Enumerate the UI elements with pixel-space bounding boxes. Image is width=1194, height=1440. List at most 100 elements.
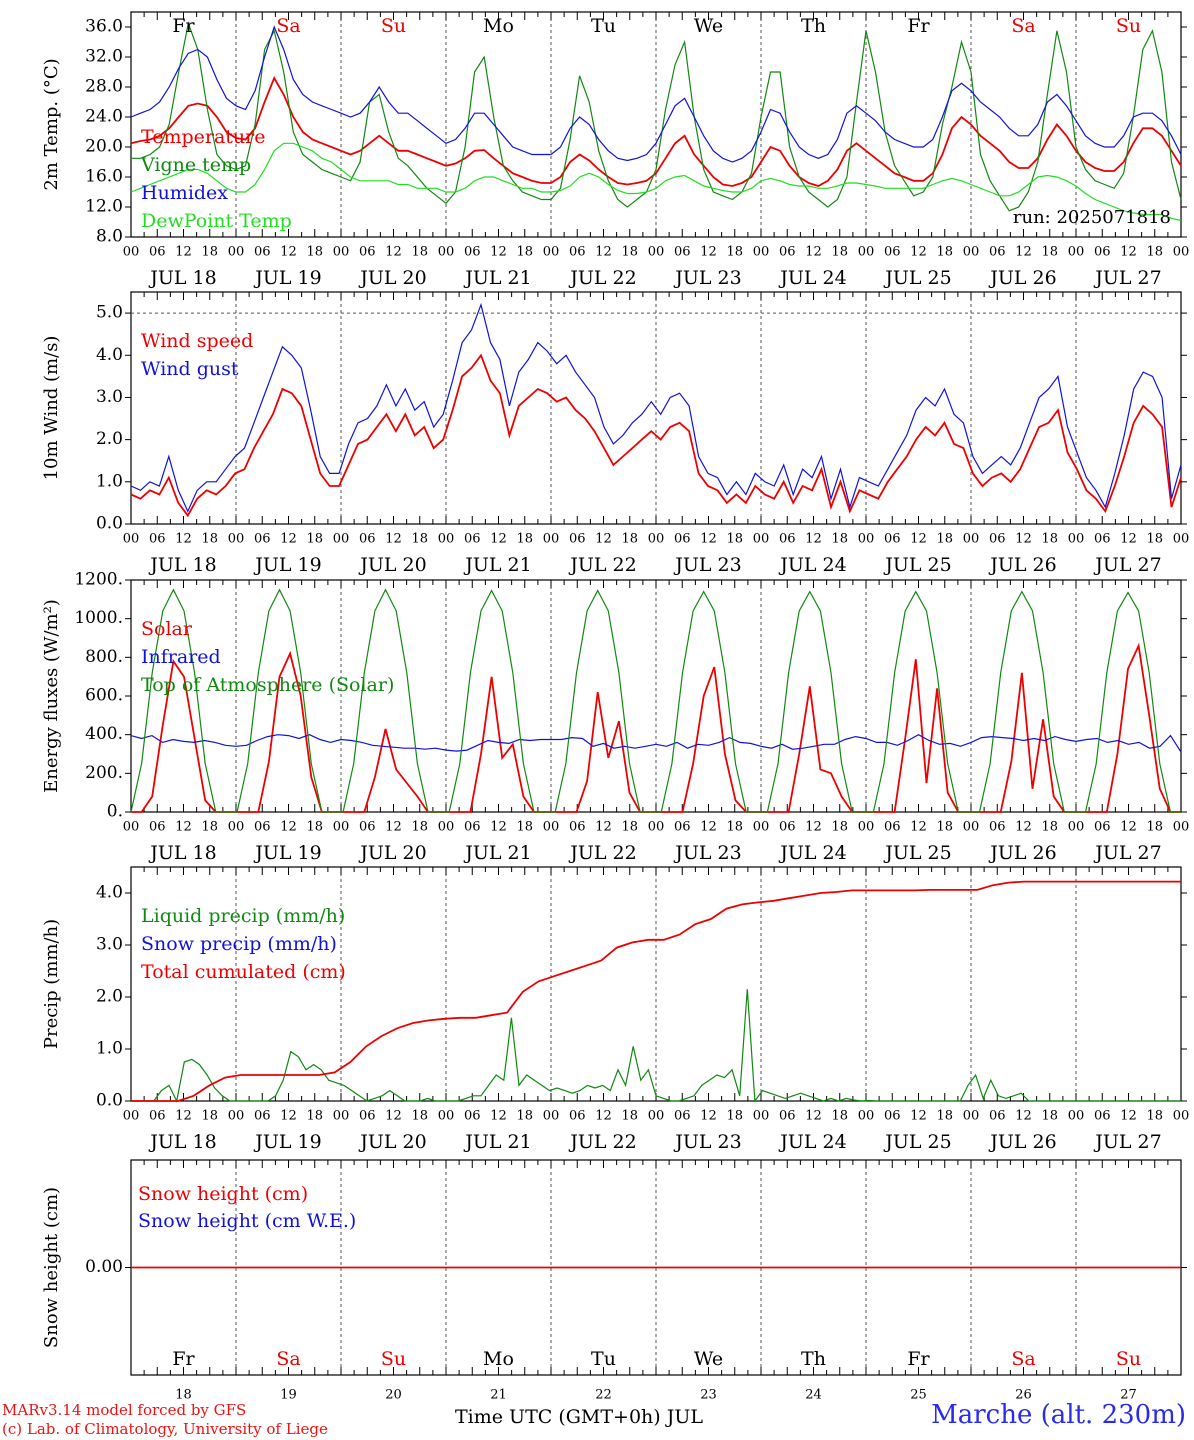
energy-y-tick-label: 800. (85, 647, 123, 667)
wind-hour-label: 12 (280, 532, 297, 547)
energy-hour-label: 00 (1068, 820, 1085, 835)
weekday-bottom-label: Tu (591, 1348, 616, 1370)
wind-hour-label: 12 (910, 532, 927, 547)
precip-hour-label: 12 (805, 1109, 822, 1124)
energy-y-axis-label: Energy fluxes (W/m²) (41, 599, 62, 793)
precip-hour-label: 12 (385, 1109, 402, 1124)
temperature-hour-label: 00 (543, 245, 560, 260)
temperature-hour-label: 12 (385, 245, 402, 260)
wind-hour-label: 18 (516, 532, 533, 547)
weekday-bottom-label: Mo (483, 1348, 514, 1370)
energy-legend-entry: Top of Atmosphere (Solar) (141, 674, 394, 696)
temperature-hour-label: 18 (306, 245, 323, 260)
energy-day-label: JUL 21 (463, 842, 531, 864)
energy-day-label: JUL 22 (568, 842, 636, 864)
day-number-label: 18 (175, 1388, 192, 1401)
wind-hour-label: 18 (726, 532, 743, 547)
temperature-day-label: JUL 25 (883, 267, 951, 289)
temperature-hour-label: 18 (621, 245, 638, 260)
energy-day-label: JUL 25 (883, 842, 951, 864)
temperature-hour-label: 18 (936, 245, 953, 260)
energy-hour-label-final: 00 (1173, 820, 1190, 835)
wind-day-label: JUL 23 (673, 554, 741, 576)
wind-day-label: JUL 19 (253, 554, 321, 576)
precip-series-line (131, 880, 1181, 1102)
weekday-bottom-label: Su (1116, 1348, 1141, 1370)
wind-day-label: JUL 20 (358, 554, 426, 576)
energy-series-line (130, 734, 1182, 753)
energy-y-tick-label: 200. (85, 763, 123, 783)
precip-hour-label: 06 (779, 1109, 796, 1124)
precip-legend-entry: Total cumulated (cm) (141, 961, 346, 983)
temperature-y-tick-label: 36.0 (85, 17, 123, 37)
temperature-series-line (130, 75, 1182, 187)
wind-hour-label: 06 (674, 532, 691, 547)
temperature-hour-label: 00 (648, 245, 665, 260)
precip-hour-label: 06 (254, 1109, 271, 1124)
day-number-label: 24 (805, 1388, 822, 1401)
temperature-y-tick-label: 8.0 (96, 227, 123, 247)
wind-hour-label: 18 (831, 532, 848, 547)
temperature-hour-label: 00 (123, 245, 140, 260)
energy-hour-label: 12 (700, 820, 717, 835)
temperature-legend-entry: Temperature (141, 126, 265, 148)
weekday-bottom-label: Fr (907, 1348, 930, 1370)
temperature-hour-label: 12 (1120, 245, 1137, 260)
wind-y-tick-label: 4.0 (96, 345, 123, 365)
wind-hour-label: 06 (359, 532, 376, 547)
wind-hour-label: 18 (1041, 532, 1058, 547)
temperature-hour-label: 18 (201, 245, 218, 260)
snow-legend-entry: Snow height (cm W.E.) (138, 1210, 356, 1232)
temperature-series-line (130, 25, 1182, 163)
precip-legend-entry: Snow precip (mm/h) (141, 933, 337, 955)
wind-hour-label: 00 (123, 532, 140, 547)
energy-hour-label: 12 (595, 820, 612, 835)
temperature-hour-label: 00 (228, 245, 245, 260)
wind-hour-label: 12 (385, 532, 402, 547)
energy-hour-label: 12 (910, 820, 927, 835)
energy-hour-label: 00 (648, 820, 665, 835)
temperature-y-axis-label: 2m Temp. (°C) (41, 58, 62, 190)
wind-y-tick-label: 1.0 (96, 471, 123, 491)
wind-legend-entry: Wind speed (141, 330, 253, 352)
energy-hour-label: 12 (805, 820, 822, 835)
energy-hour-label: 06 (884, 820, 901, 835)
energy-y-tick-label: 600. (85, 686, 123, 706)
precip-hour-label: 18 (201, 1109, 218, 1124)
precip-hour-label: 18 (726, 1109, 743, 1124)
temperature-hour-label: 18 (831, 245, 848, 260)
day-number-label: 19 (280, 1388, 297, 1401)
wind-day-label: JUL 18 (148, 554, 216, 576)
temperature-hour-label: 18 (516, 245, 533, 260)
precip-y-tick-label: 0.0 (96, 1091, 123, 1111)
precip-series-line (131, 989, 1181, 1103)
energy-day-label: JUL 18 (148, 842, 216, 864)
wind-y-tick-label: 2.0 (96, 429, 123, 449)
energy-hour-label: 18 (831, 820, 848, 835)
wind-y-tick-label: 0.0 (96, 514, 123, 534)
day-number-label: 22 (595, 1388, 612, 1401)
temperature-hour-label: 06 (149, 245, 166, 260)
energy-hour-label: 18 (411, 820, 428, 835)
precip-y-axis-label: Precip (mm/h) (41, 919, 62, 1049)
energy-hour-label: 06 (254, 820, 271, 835)
weekday-bottom-label: Fr (172, 1348, 195, 1370)
temperature-series-line (131, 21, 1182, 212)
temperature-day-label: JUL 27 (1093, 267, 1161, 289)
temperature-hour-label: 12 (490, 245, 507, 260)
energy-hour-label: 18 (306, 820, 323, 835)
energy-y-tick-label: 400. (85, 724, 123, 744)
energy-hour-label: 06 (779, 820, 796, 835)
weekday-bottom-label: Sa (276, 1348, 300, 1370)
weekday-top-label: Th (801, 15, 826, 37)
energy-hour-label: 12 (280, 820, 297, 835)
energy-series-line (130, 588, 1181, 813)
energy-hour-label: 18 (1146, 820, 1163, 835)
energy-hour-label: 06 (989, 820, 1006, 835)
energy-hour-label: 12 (490, 820, 507, 835)
precip-hour-label: 12 (175, 1109, 192, 1124)
precip-hour-label: 12 (910, 1109, 927, 1124)
x-axis-title: Time UTC (GMT+0h) JUL (455, 1406, 703, 1428)
energy-hour-label: 18 (726, 820, 743, 835)
precip-hour-label: 12 (490, 1109, 507, 1124)
